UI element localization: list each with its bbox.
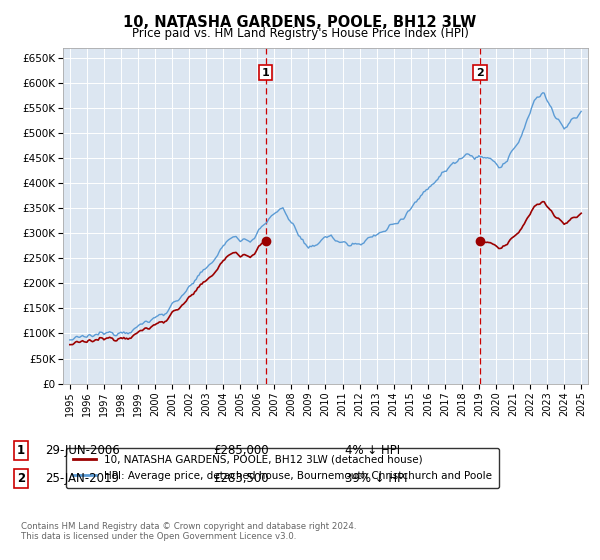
Text: 4% ↓ HPI: 4% ↓ HPI <box>345 444 400 458</box>
Text: 39% ↓ HPI: 39% ↓ HPI <box>345 472 407 486</box>
Text: 2: 2 <box>17 472 25 486</box>
Legend: 10, NATASHA GARDENS, POOLE, BH12 3LW (detached house), HPI: Average price, detac: 10, NATASHA GARDENS, POOLE, BH12 3LW (de… <box>65 447 499 488</box>
Text: 10, NATASHA GARDENS, POOLE, BH12 3LW: 10, NATASHA GARDENS, POOLE, BH12 3LW <box>124 15 476 30</box>
Text: £285,000: £285,000 <box>213 444 269 458</box>
Text: 1: 1 <box>262 68 269 78</box>
Text: £283,500: £283,500 <box>213 472 269 486</box>
Text: Contains HM Land Registry data © Crown copyright and database right 2024.
This d: Contains HM Land Registry data © Crown c… <box>21 522 356 542</box>
Text: 2: 2 <box>476 68 484 78</box>
Text: 1: 1 <box>17 444 25 458</box>
Text: 29-JUN-2006: 29-JUN-2006 <box>45 444 120 458</box>
Text: Price paid vs. HM Land Registry's House Price Index (HPI): Price paid vs. HM Land Registry's House … <box>131 27 469 40</box>
Text: 25-JAN-2019: 25-JAN-2019 <box>45 472 119 486</box>
